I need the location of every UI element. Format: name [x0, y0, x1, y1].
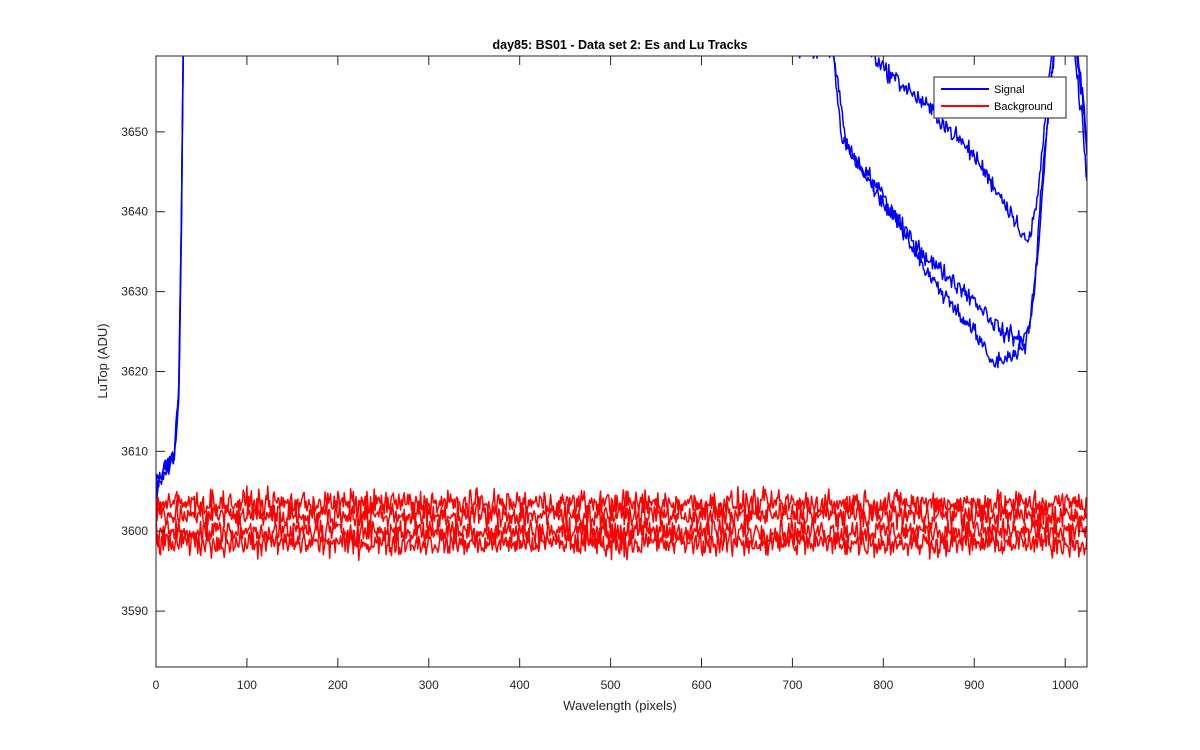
x-tick-label: 0 [153, 678, 160, 692]
x-tick-label: 1000 [1052, 678, 1079, 692]
axes-box [155, 55, 1088, 668]
y-axis-label: LuTop (ADU) [95, 323, 110, 398]
y-tick-label: 3600 [121, 524, 148, 538]
series-line-signal-1 [156, 56, 1087, 500]
axes-background [156, 56, 1087, 667]
series-layer [156, 56, 1087, 562]
chart-title: day85: BS01 - Data set 2: Es and Lu Trac… [493, 38, 748, 52]
series-line-signal-0 [156, 56, 1087, 482]
legend-box [933, 76, 1067, 119]
legend-label-background: Background [994, 101, 1053, 113]
x-axis: 0 100 200 300 400 500 600 700 800 900 1000 [153, 56, 1079, 692]
x-tick-label: 700 [782, 678, 802, 692]
y-tick-label: 3590 [121, 604, 148, 618]
series-line-signal-2 [156, 56, 1087, 491]
y-tick-label: 3630 [121, 285, 148, 299]
legend: Signal Background [933, 76, 1067, 119]
series-line-background-5 [156, 526, 1087, 562]
x-tick-label: 600 [691, 678, 711, 692]
y-tick-label: 3620 [121, 364, 148, 378]
plot-area: 0 100 200 300 400 500 600 700 800 900 1000 3590 360… [121, 55, 1088, 692]
x-tick-label: 900 [964, 678, 984, 692]
y-axis: 3590 3600 3610 3620 3630 3640 3650 [121, 125, 1087, 618]
x-tick-label: 500 [601, 678, 621, 692]
x-tick-label: 200 [328, 678, 348, 692]
x-axis-label: Wavelength (pixels) [563, 698, 677, 713]
x-tick-label: 800 [873, 678, 893, 692]
series-line-background-6 [156, 498, 1087, 535]
y-tick-label: 3640 [121, 205, 148, 219]
legend-label-signal: Signal [994, 84, 1025, 96]
x-tick-label: 300 [419, 678, 439, 692]
x-tick-label: 400 [510, 678, 530, 692]
y-tick-label: 3610 [121, 444, 148, 458]
y-tick-label: 3650 [121, 125, 148, 139]
x-tick-label: 100 [237, 678, 257, 692]
